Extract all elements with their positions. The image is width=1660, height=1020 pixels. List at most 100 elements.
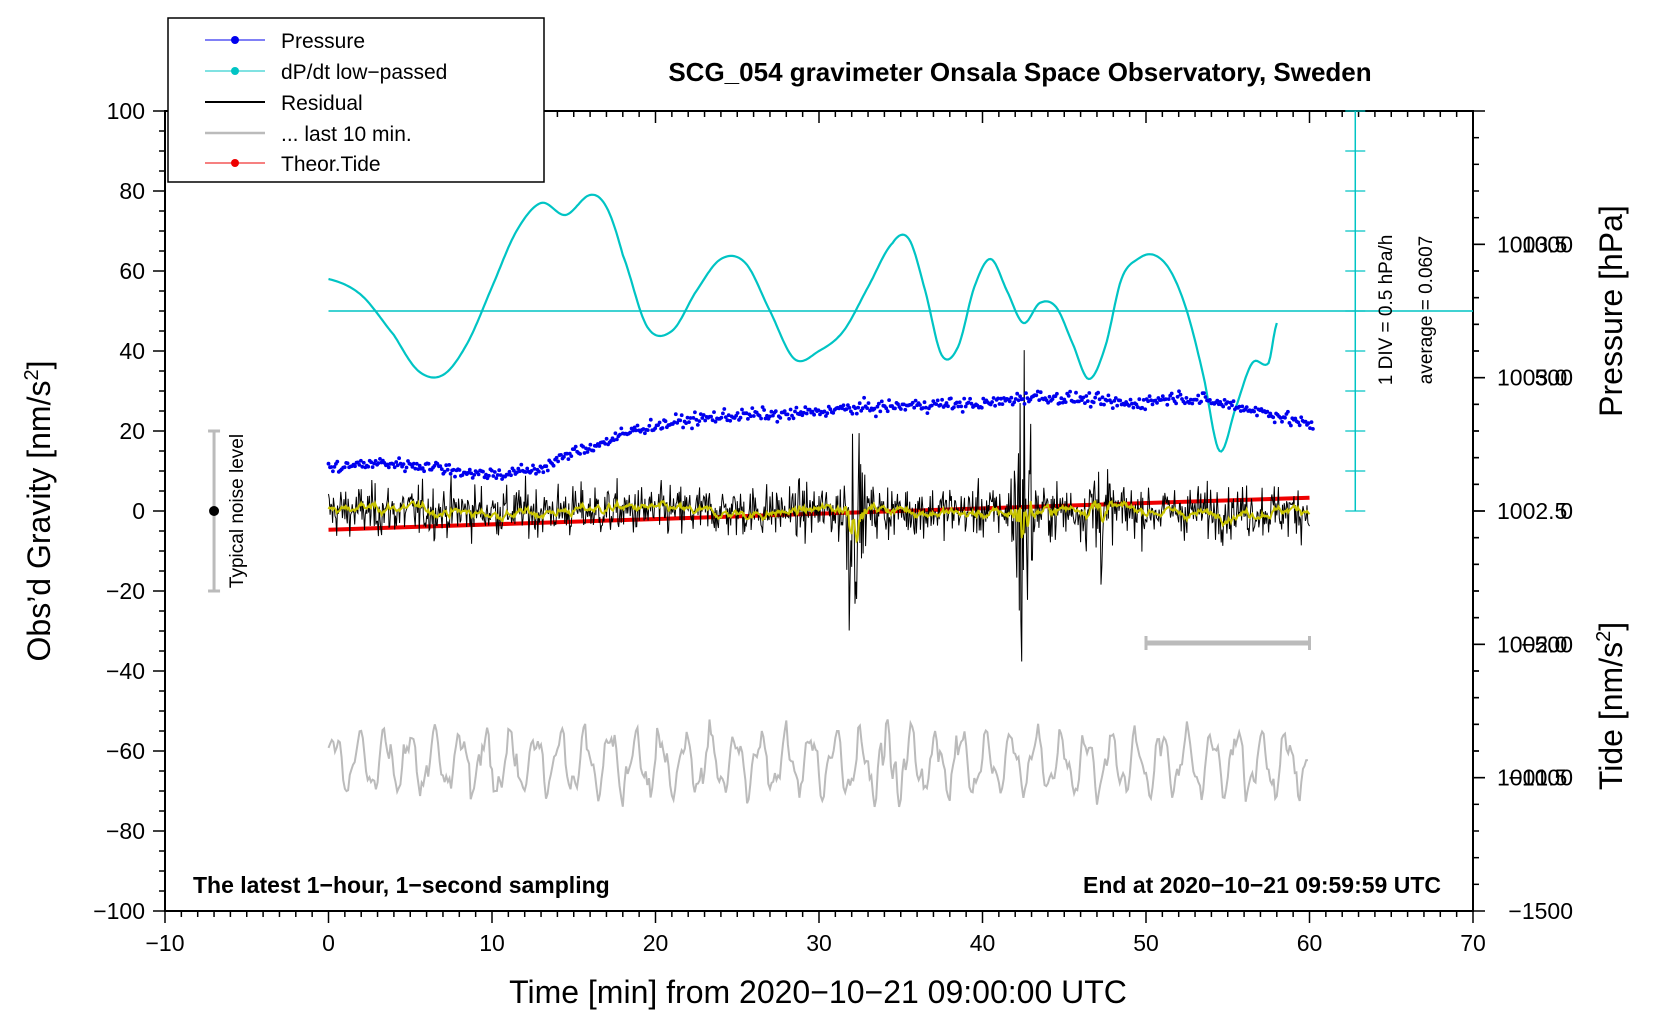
pressure-point	[1252, 409, 1256, 414]
pressure-point	[1140, 405, 1145, 410]
pressure-point	[874, 414, 878, 419]
x-axis: −10 0 10 20 30 40 50 60 70	[145, 111, 1486, 956]
pressure-tick-label: 1003.0	[1497, 365, 1567, 391]
pressure-point	[981, 396, 986, 401]
pressure-point	[1115, 403, 1120, 408]
pressure-point	[525, 466, 530, 471]
pressure-point	[1194, 397, 1199, 402]
pressure-point	[495, 473, 500, 477]
pressure-point	[484, 472, 488, 477]
pressure-point	[404, 465, 409, 470]
legend-label-residual: Residual	[281, 92, 363, 115]
pressure-point	[856, 405, 861, 410]
pressure-point	[1286, 409, 1290, 414]
pressure-point	[693, 410, 697, 415]
pressure-point	[1266, 414, 1271, 419]
pressure-point	[645, 428, 650, 432]
bottom-right-note: End at 2020−10−21 09:59:59 UTC	[1083, 872, 1441, 898]
chart-title: SCG_054 gravimeter Onsala Space Observat…	[668, 57, 1371, 87]
pressure-point	[773, 409, 778, 414]
pressure-point	[394, 460, 399, 464]
pressure-point	[369, 460, 374, 465]
y-tick-label: −60	[106, 738, 145, 764]
pressure-point	[476, 472, 481, 477]
pressure-point	[1074, 390, 1078, 395]
x-tick-label: 50	[1133, 930, 1159, 956]
pressure-point	[632, 425, 637, 430]
pressure-point	[1272, 420, 1277, 425]
pressure-point	[1072, 400, 1077, 404]
noise-level-label: Typical noise level	[227, 434, 248, 588]
pressure-point	[1025, 396, 1030, 400]
pressure-point	[1283, 415, 1287, 420]
pressure-point	[751, 414, 756, 418]
pressure-point	[411, 461, 416, 466]
pressure-point	[966, 400, 971, 405]
pressure-point	[604, 436, 609, 441]
legend-item-dpdt: dP/dt low−passed	[205, 61, 447, 84]
pressure-point	[529, 469, 534, 473]
pressure-point	[690, 426, 694, 431]
pressure-point	[1150, 402, 1155, 407]
pressure-point	[748, 414, 753, 419]
pressure-point	[1112, 399, 1117, 403]
pressure-point	[1084, 394, 1089, 398]
dpdt-scale-bar	[1345, 110, 1366, 512]
pressure-point	[1218, 400, 1223, 404]
pressure-point	[1296, 420, 1301, 425]
tide-tick-label: 0	[1560, 498, 1573, 524]
x-tick-label: 20	[643, 930, 669, 956]
pressure-point	[872, 406, 877, 411]
pressure-point	[335, 459, 340, 464]
pressure-point	[999, 396, 1003, 401]
pressure-point	[359, 458, 363, 463]
pressure-point	[675, 421, 680, 425]
pressure-point	[794, 405, 799, 410]
pressure-point	[587, 447, 591, 451]
pressure-point	[331, 469, 335, 474]
pressure-point	[775, 419, 780, 424]
legend-marker-theor-tide	[231, 159, 239, 167]
pressure-point	[597, 444, 602, 448]
x-tick-label: 60	[1297, 930, 1323, 956]
pressure-point	[1237, 404, 1242, 409]
pressure-point	[353, 464, 357, 469]
pressure-point	[735, 411, 740, 415]
pressure-point	[591, 448, 596, 453]
y-axis-left: −100 −80 −60 −40 −20 0 20 40 60 80 100	[93, 98, 165, 924]
pressure-point	[993, 403, 997, 408]
pressure-point	[1289, 423, 1293, 428]
pressure-point	[395, 463, 400, 468]
pressure-point	[952, 405, 956, 410]
pressure-point	[793, 409, 797, 414]
pressure-point	[812, 412, 816, 417]
pressure-point	[1175, 394, 1180, 399]
pressure-point	[467, 467, 472, 472]
pressure-point	[782, 409, 787, 413]
legend-marker-pressure	[231, 36, 239, 44]
pressure-point	[1183, 401, 1187, 406]
pressure-point	[956, 404, 961, 409]
y-tick-label: 40	[119, 338, 145, 364]
pressure-point	[643, 431, 647, 436]
pressure-point	[1215, 398, 1220, 403]
pressure-point	[401, 462, 406, 466]
series-theor-tide	[328, 495, 1310, 532]
pressure-point	[544, 464, 549, 469]
series-residual	[328, 350, 1310, 662]
pressure-point	[442, 469, 447, 474]
pressure-point	[791, 416, 796, 421]
pressure-point	[551, 463, 556, 468]
pressure-point	[392, 465, 397, 470]
pressure-point	[1047, 394, 1052, 399]
pressure-point	[698, 412, 703, 416]
pressure-point	[949, 396, 953, 401]
pressure-point	[410, 465, 415, 469]
y-tick-label: 20	[119, 418, 145, 444]
pressure-point	[1253, 405, 1258, 410]
pressure-point	[991, 396, 996, 400]
pressure-point	[1057, 401, 1062, 405]
pressure-point	[1060, 400, 1065, 405]
pressure-point	[678, 418, 683, 423]
